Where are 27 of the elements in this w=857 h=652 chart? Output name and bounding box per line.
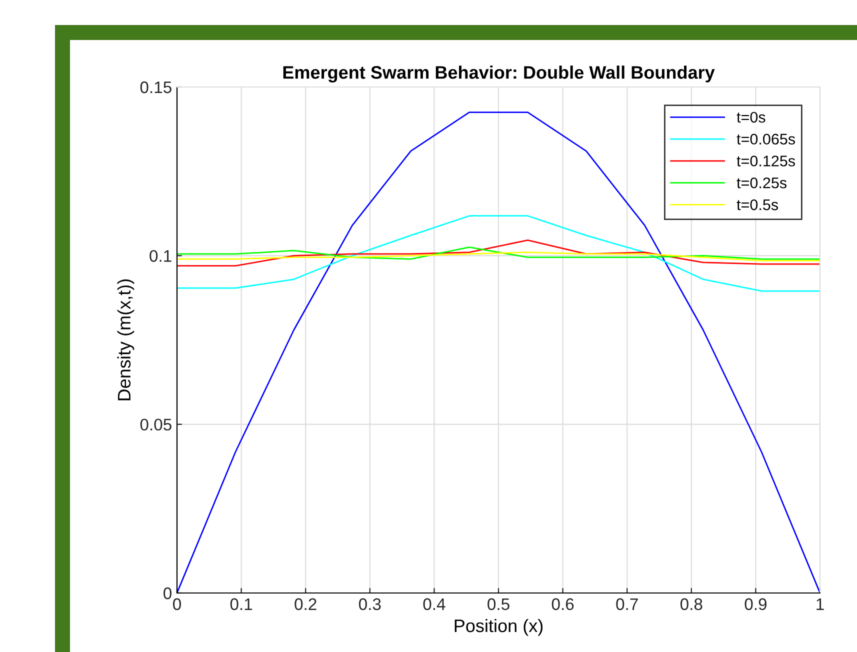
line-series	[177, 215, 820, 292]
x-tick-label: 0.6	[552, 598, 574, 610]
x-tick-label: 0.9	[744, 598, 766, 610]
line-series	[177, 252, 820, 262]
y-axis-title: Density (m(x,t))	[117, 279, 134, 400]
legend-label: t=0s	[736, 112, 766, 123]
x-tick-label: 1	[816, 598, 824, 610]
x-tick-label: 0	[173, 598, 181, 610]
legend-label: t=0.5s	[736, 199, 778, 210]
legend-label: t=0.25s	[736, 177, 787, 188]
x-tick-label: 0.1	[230, 598, 252, 610]
x-tick-label: 0.7	[616, 598, 638, 610]
line-series	[177, 246, 820, 260]
chart-title: Emergent Swarm Behavior: Double Wall Boundary	[283, 66, 715, 82]
y-tick-label: 0	[164, 587, 172, 600]
x-tick-label: 0.4	[423, 598, 446, 610]
x-tick-label: 0.3	[358, 598, 381, 610]
y-tick-label: 0.05	[140, 418, 172, 431]
line-series	[177, 239, 820, 266]
x-tick-label: 0.2	[294, 598, 316, 610]
legend-label: t=0.125s	[736, 156, 796, 166]
legend-label: t=0.065s	[736, 134, 796, 145]
y-tick-label: 0.1	[150, 250, 172, 262]
x-axis-title: Position (x)	[454, 618, 543, 636]
x-tick-label: 0.8	[680, 598, 702, 610]
y-tick-label: 0.15	[140, 81, 172, 94]
x-tick-label: 0.5	[488, 598, 510, 610]
